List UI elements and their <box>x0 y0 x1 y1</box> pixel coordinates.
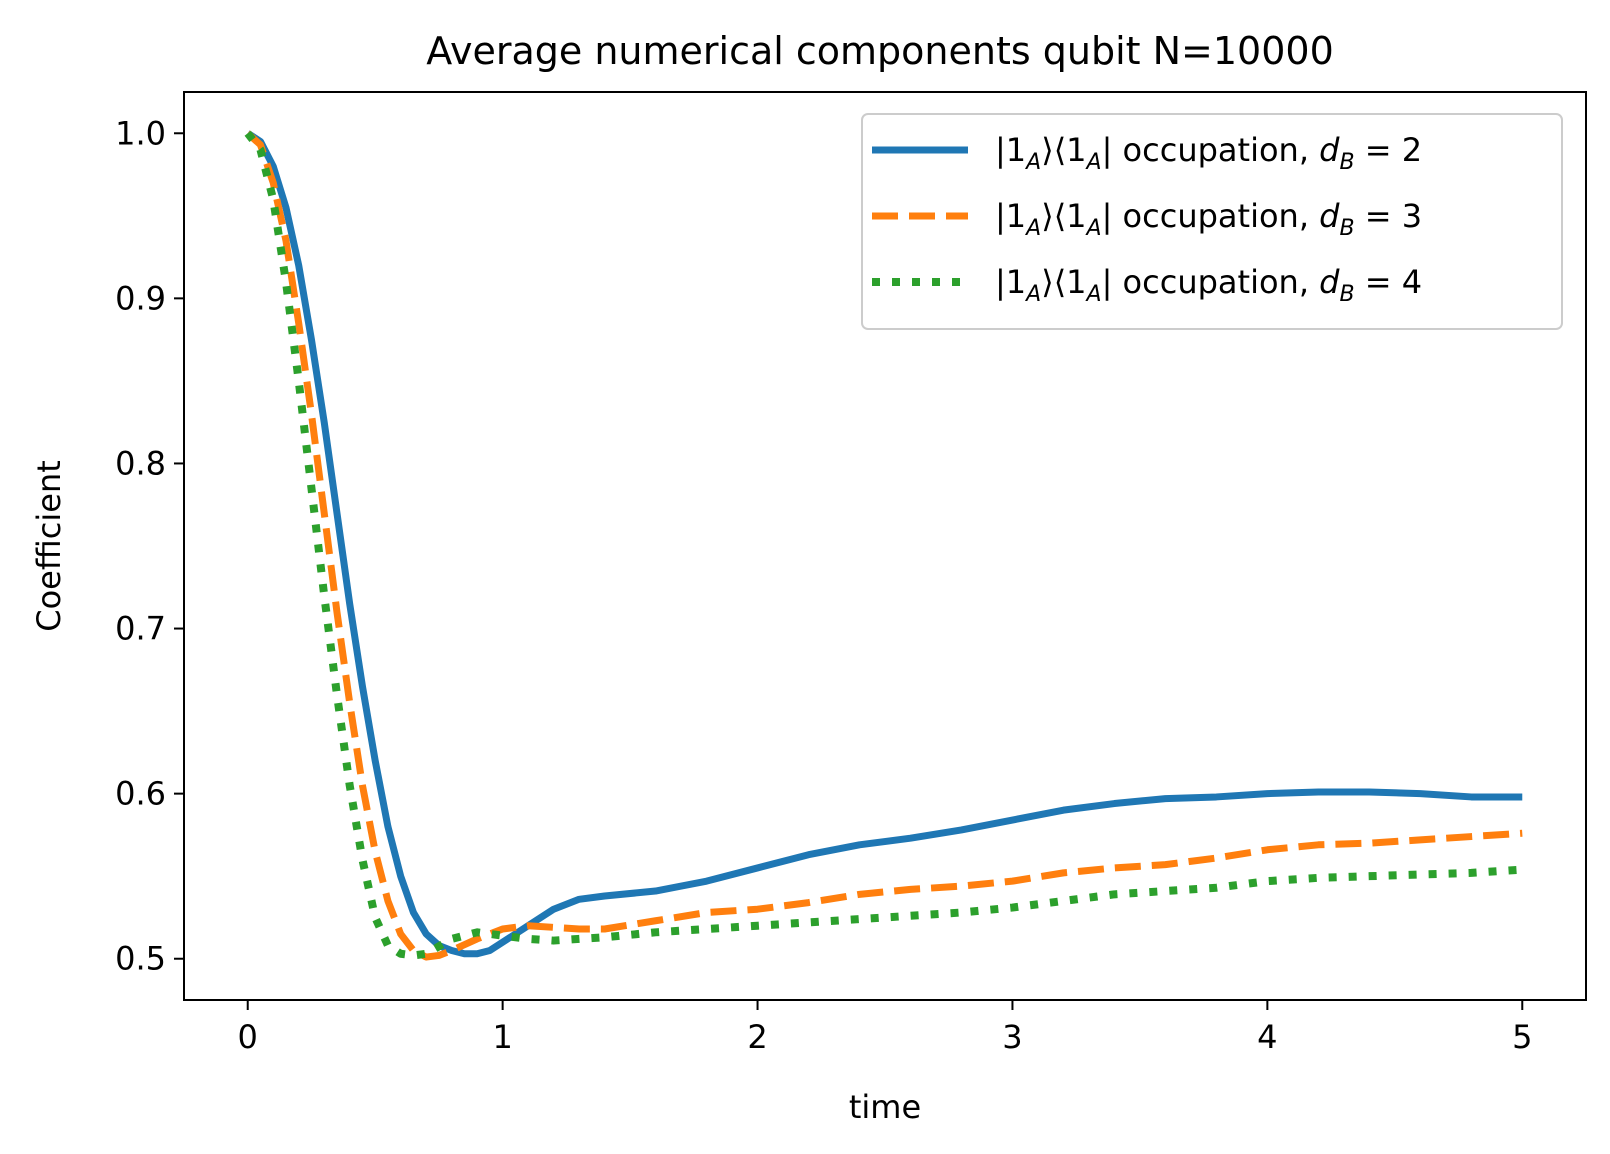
y-tick-label: 0.7 <box>115 610 166 648</box>
x-axis-label: time <box>849 1088 921 1126</box>
legend-label-3: |1A⟩⟨1A| occupation, dB = 4 <box>995 263 1422 307</box>
legend-label-2: |1A⟩⟨1A| occupation, dB = 3 <box>995 197 1422 241</box>
x-tick-label: 3 <box>1002 1018 1022 1056</box>
x-tick-label: 5 <box>1512 1018 1532 1056</box>
y-tick-label: 0.5 <box>115 940 166 978</box>
plot-frame <box>183 91 1587 1001</box>
y-tick-label: 0.8 <box>115 444 166 482</box>
y-tick-label: 0.6 <box>115 775 166 813</box>
x-tick-label: 4 <box>1257 1018 1277 1056</box>
y-tick-label: 1.0 <box>115 114 166 152</box>
x-axis-ticks: 0 1 2 3 4 5 <box>238 1000 1532 1056</box>
series-layer <box>244 130 1523 961</box>
x-tick-label: 1 <box>492 1018 512 1056</box>
y-axis-ticks: 0.5 0.6 0.7 0.8 0.9 1.0 <box>115 114 184 978</box>
series-line-3 <box>244 130 1523 960</box>
x-tick-label: 2 <box>747 1018 767 1056</box>
x-tick-label: 0 <box>238 1018 258 1056</box>
y-axis-label: Coefficient <box>30 460 68 632</box>
legend: |1A⟩⟨1A| occupation, dB = 2 |1A⟩⟨1A| occu… <box>861 113 1563 330</box>
legend-box <box>861 113 1563 330</box>
series-line-2 <box>245 130 1523 961</box>
chart-title: Average numerical components qubit N=100… <box>426 29 1334 73</box>
legend-label-1: |1A⟩⟨1A| occupation, dB = 2 <box>995 131 1422 175</box>
y-tick-label: 0.9 <box>115 279 166 317</box>
